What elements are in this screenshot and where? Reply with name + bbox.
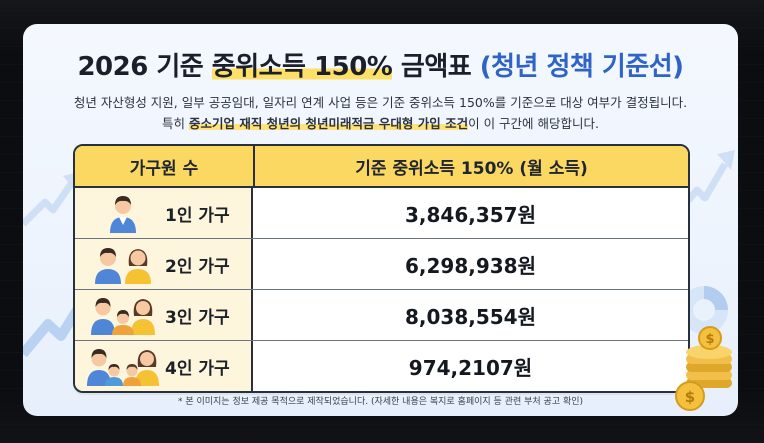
table-header: 가구원 수 기준 중위소득 150% (월 소득) (75, 146, 688, 188)
four-people-icon (85, 346, 161, 386)
description-line-2: 특히 중소기업 재직 청년의 청년미래적금 우대형 가입 조건이 이 구간에 해… (161, 116, 599, 131)
coin-stack-icon: $ $ (675, 326, 732, 411)
household-label: 3인 가구 (165, 307, 230, 328)
footnote: * 본 이미지는 정보 제공 목적으로 제작되었습니다. (자세한 내용은 복지… (177, 397, 584, 407)
table-row: 2인 가구 6,298,938원 (75, 239, 688, 290)
table-row: 3인 가구 8,038,554원 (75, 290, 688, 341)
table-row: 1인 가구 3,846,357원 (75, 188, 688, 239)
income-table: 가구원 수 기준 중위소득 150% (월 소득) 1인 가구 3,846,35… (73, 144, 690, 393)
single-person-icon (85, 193, 161, 233)
page-title: 2026 기준 중위소득 150% 금액표 (청년 정책 기준선) (77, 52, 684, 82)
table-row: 4인 가구 974,2107원 (75, 341, 688, 391)
svg-text:$: $ (705, 332, 714, 347)
two-people-icon (85, 244, 161, 284)
infographic-card: 2026 기준 중위소득 150% 금액표 (청년 정책 기준선) 청년 자산형… (23, 24, 738, 416)
header-amount: 기준 중위소득 150% (월 소득) (355, 158, 588, 179)
household-cell: 2인 가구 (75, 239, 253, 289)
pie-chart-icon (680, 286, 728, 334)
amount-value: 3,846,357원 (404, 202, 536, 227)
header-household: 가구원 수 (75, 146, 255, 186)
amount-value: 974,2107원 (408, 355, 533, 380)
household-cell: 1인 가구 (75, 188, 253, 238)
amount-value: 8,038,554원 (404, 304, 536, 329)
three-people-icon (85, 295, 161, 335)
household-label: 1인 가구 (165, 205, 230, 226)
household-cell: 4인 가구 (75, 341, 253, 391)
household-label: 4인 가구 (165, 358, 230, 379)
description-line-1: 청년 자산형성 지원, 일부 공공임대, 일자리 연계 사업 등은 기준 중위소… (73, 95, 688, 110)
household-cell: 3인 가구 (75, 290, 253, 340)
household-label: 2인 가구 (165, 256, 230, 277)
description: 청년 자산형성 지원, 일부 공공임대, 일자리 연계 사업 등은 기준 중위소… (23, 92, 738, 134)
svg-text:$: $ (685, 388, 695, 406)
amount-value: 6,298,938원 (404, 253, 536, 278)
